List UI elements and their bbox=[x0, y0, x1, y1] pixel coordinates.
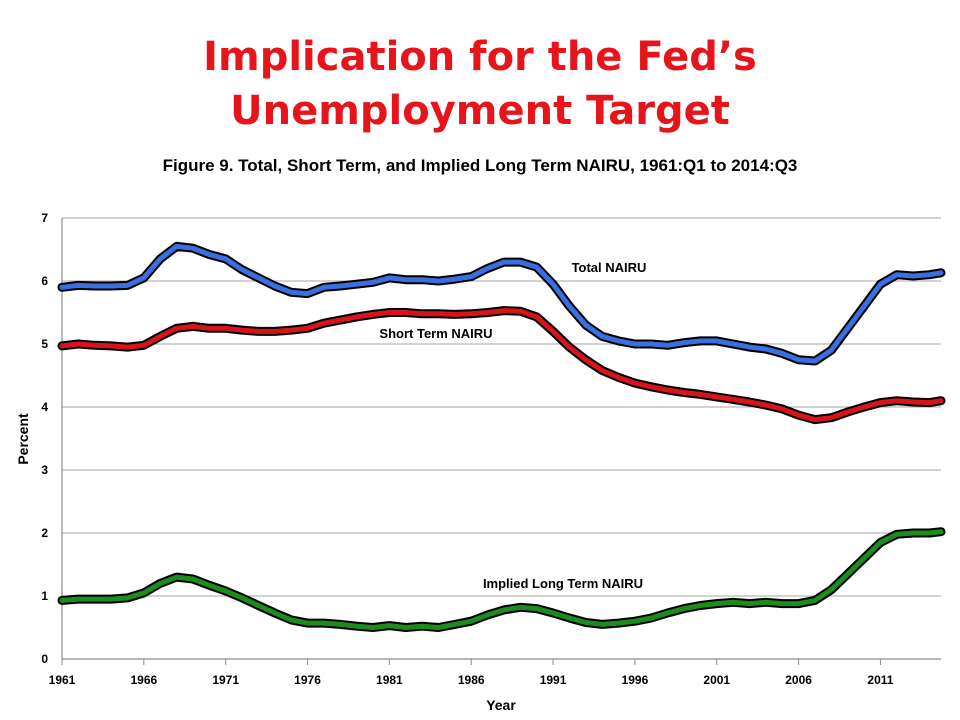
y-tick-label: 6 bbox=[41, 274, 48, 288]
series-annotations: Total NAIRU Short Term NAIRU Implied Long … bbox=[379, 260, 646, 591]
x-tick-label: 1996 bbox=[622, 673, 649, 687]
x-tick-label: 2011 bbox=[867, 673, 893, 687]
y-tick-label: 3 bbox=[41, 463, 48, 477]
series-1-group bbox=[57, 306, 946, 425]
series-lines bbox=[57, 241, 946, 632]
x-tick-label: 1961 bbox=[49, 673, 76, 687]
y-tick-label: 0 bbox=[41, 652, 48, 666]
x-tick-label: 1981 bbox=[376, 673, 403, 687]
y-tick-label: 2 bbox=[41, 526, 48, 540]
x-tick-label: 2001 bbox=[703, 673, 730, 687]
x-axis-title: Year bbox=[486, 697, 516, 713]
x-tick-label: 1976 bbox=[294, 673, 321, 687]
y-axis-title: Percent bbox=[15, 413, 31, 465]
series-line bbox=[59, 243, 944, 364]
series-annotation: Total NAIRU bbox=[572, 260, 647, 275]
series-annotation: Implied Long Term NAIRU bbox=[483, 576, 643, 591]
series-line bbox=[59, 529, 944, 630]
axes: 0 1 2 3 4 5 6 7 1961 1966 1971 1976 1981 1986 1991 1996… bbox=[41, 211, 941, 687]
figure-title: Figure 9. Total, Short Term, and Implied… bbox=[162, 156, 798, 175]
series-2-group bbox=[57, 527, 946, 632]
y-tick-label: 7 bbox=[41, 211, 48, 225]
x-tick-label: 1966 bbox=[130, 673, 157, 687]
series-0-group bbox=[57, 241, 946, 366]
x-tick-label: 1986 bbox=[458, 673, 485, 687]
slide-title: Implication for the Fed’s Unemployment T… bbox=[0, 30, 960, 138]
x-tick-label: 1971 bbox=[212, 673, 239, 687]
series-annotation: Short Term NAIRU bbox=[379, 326, 492, 341]
y-tick-label: 1 bbox=[41, 589, 48, 603]
x-tick-label: 2006 bbox=[785, 673, 812, 687]
gridlines bbox=[62, 217, 941, 660]
slide-title-line2: Unemployment Target bbox=[230, 88, 730, 134]
x-tick-label: 1991 bbox=[540, 673, 567, 687]
y-tick-label: 4 bbox=[41, 400, 48, 414]
y-tick-label: 5 bbox=[41, 337, 48, 351]
slide-title-line1: Implication for the Fed’s bbox=[203, 34, 757, 80]
series-line bbox=[59, 308, 944, 423]
